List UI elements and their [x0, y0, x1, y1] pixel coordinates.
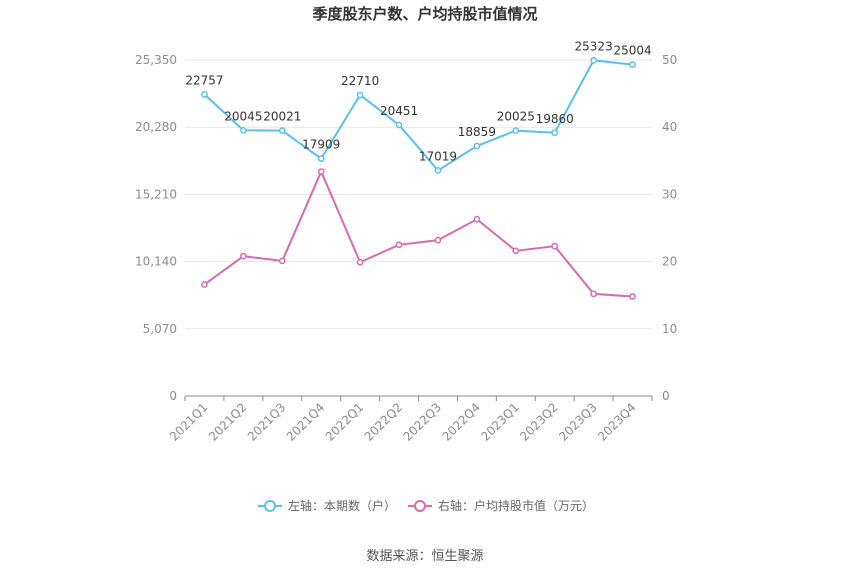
data-point [551, 242, 559, 250]
x-tick-label: 2021Q4 [284, 400, 328, 444]
data-label: 20025 [497, 110, 535, 124]
data-label: 20045 [224, 109, 262, 123]
right-tick-label: 50 [662, 53, 677, 67]
right-tick-label: 10 [662, 322, 677, 336]
data-label: 19860 [536, 112, 574, 126]
x-tick-label: 2023Q3 [556, 400, 600, 444]
x-tick-label: 2023Q1 [478, 400, 522, 444]
legend-label: 左轴：本期数（户） [288, 498, 396, 513]
x-tick-label: 2022Q2 [362, 400, 406, 444]
series-line-1 [203, 59, 633, 172]
data-point [240, 126, 247, 134]
data-point [317, 168, 325, 175]
data-point [590, 290, 597, 298]
data-point [395, 121, 403, 129]
data-point [356, 258, 364, 266]
x-tick-label: 2023Q4 [595, 400, 639, 444]
data-point [434, 167, 442, 174]
left-tick-label: 20,280 [135, 120, 177, 134]
left-tick-label: 25,350 [135, 53, 177, 67]
x-tick-label: 2022Q1 [323, 400, 367, 444]
right-tick-label: 20 [662, 255, 677, 269]
data-point [512, 247, 520, 255]
x-tick-label: 2022Q4 [439, 400, 483, 444]
data-label: 17909 [302, 138, 340, 152]
left-tick-label: 5,070 [143, 322, 177, 336]
x-tick-label: 2021Q1 [167, 400, 211, 444]
legend-marker [414, 500, 426, 512]
data-label: 18859 [458, 125, 496, 139]
data-label: 20021 [263, 110, 301, 124]
data-point [240, 252, 247, 260]
data-point [317, 155, 325, 162]
data-point [551, 129, 559, 137]
data-point [434, 236, 442, 244]
legend-label: 右轴：户均持股市值（万元） [438, 498, 594, 513]
x-tick-label: 2022Q3 [401, 400, 445, 444]
data-point [278, 127, 286, 134]
right-tick-label: 0 [662, 389, 670, 403]
data-label: 20451 [380, 104, 418, 118]
series-line-2 [203, 169, 633, 298]
data-point [356, 91, 364, 99]
x-tick-label: 2023Q2 [517, 400, 561, 444]
left-axis-ticks: 0 5,070 10,140 15,210 20,280 25,350 [135, 53, 177, 403]
data-point [201, 281, 208, 288]
data-point [278, 257, 286, 265]
left-tick-label: 0 [169, 389, 177, 403]
legend: 左轴：本期数（户） 右轴：户均持股市值（万元） [258, 498, 594, 513]
x-tick-label: 2021Q3 [245, 400, 289, 444]
right-axis-ticks: 0 10 20 30 40 50 [662, 53, 677, 403]
data-point [629, 293, 636, 300]
data-label: 22710 [341, 74, 379, 88]
data-point [512, 127, 520, 134]
data-point [473, 215, 481, 223]
data-label: 25004 [613, 44, 651, 58]
data-label: 17019 [419, 149, 457, 163]
chart-title: 季度股东户数、户均持股市值情况 [312, 5, 537, 23]
right-tick-label: 40 [662, 120, 677, 134]
legend-marker [264, 500, 276, 512]
data-point [629, 61, 636, 68]
data-label: 22757 [185, 73, 223, 87]
left-tick-label: 10,140 [135, 255, 177, 269]
x-tick-label: 2021Q2 [206, 400, 250, 444]
source-note: 数据来源：恒生聚源 [366, 549, 483, 564]
left-tick-label: 15,210 [135, 187, 177, 201]
data-point [473, 142, 481, 150]
right-tick-label: 30 [662, 187, 677, 201]
data-point [395, 241, 403, 249]
x-axis-ticks: 2021Q12021Q22021Q32021Q42022Q12022Q22022… [167, 396, 653, 444]
data-point [201, 91, 208, 98]
data-point [590, 57, 597, 64]
data-label: 25323 [575, 39, 613, 53]
